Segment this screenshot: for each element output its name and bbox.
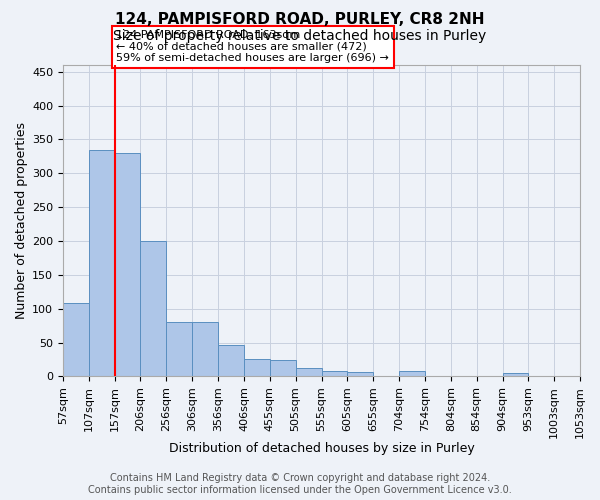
Bar: [140, 241, 166, 376]
X-axis label: Distribution of detached houses by size in Purley: Distribution of detached houses by size …: [169, 442, 475, 455]
Text: Contains HM Land Registry data © Crown copyright and database right 2024.
Contai: Contains HM Land Registry data © Crown c…: [88, 474, 512, 495]
Bar: [218, 345, 244, 376]
Bar: [244, 359, 269, 376]
Bar: [115, 153, 140, 376]
Bar: [296, 368, 322, 376]
Bar: [63, 304, 89, 376]
Bar: [322, 371, 347, 376]
Bar: [269, 360, 296, 376]
Text: Size of property relative to detached houses in Purley: Size of property relative to detached ho…: [113, 29, 487, 43]
Bar: [399, 371, 425, 376]
Y-axis label: Number of detached properties: Number of detached properties: [15, 122, 28, 319]
Text: 124 PAMPISFORD ROAD: 163sqm
← 40% of detached houses are smaller (472)
59% of se: 124 PAMPISFORD ROAD: 163sqm ← 40% of det…: [116, 30, 389, 64]
Bar: [166, 322, 192, 376]
Text: 124, PAMPISFORD ROAD, PURLEY, CR8 2NH: 124, PAMPISFORD ROAD, PURLEY, CR8 2NH: [115, 12, 485, 28]
Bar: [89, 150, 115, 376]
Bar: [347, 372, 373, 376]
Bar: [192, 322, 218, 376]
Bar: [503, 373, 528, 376]
